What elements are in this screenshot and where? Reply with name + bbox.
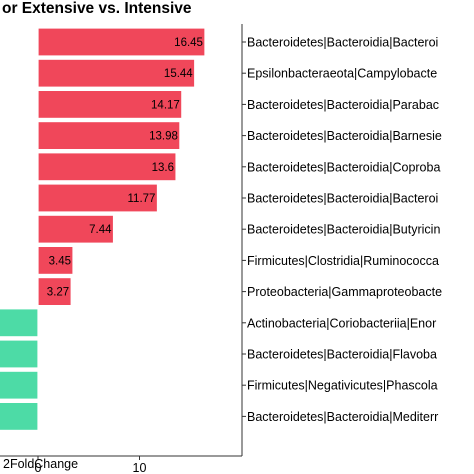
category-label-6: Bacteroidetes|Bacteroidia|Bacteroi [247, 192, 438, 206]
category-label-7: Bacteroidetes|Bacteroidia|Butyricin [247, 223, 440, 237]
category-label-5: Bacteroidetes|Bacteroidia|Coproba [247, 160, 440, 174]
category-label-9: Proteobacteria|Gammaproteobacte [247, 285, 442, 299]
bar-13 [0, 401, 39, 431]
bar-4 [37, 120, 181, 151]
category-label-3: Bacteroidetes|Bacteroidia|Parabac [247, 98, 439, 112]
x-axis-title: 2FoldChange [3, 457, 78, 471]
category-label-13: Bacteroidetes|Bacteroidia|Mediterr [247, 410, 438, 424]
x-tick-label-2: 10 [133, 461, 147, 474]
category-label-4: Bacteroidetes|Bacteroidia|Barnesie [247, 129, 442, 143]
bar-9 [37, 277, 72, 307]
category-label-12: Firmicutes|Negativicutes|Phascola [247, 379, 438, 393]
category-label-8: Firmicutes|Clostridia|Ruminococca [247, 254, 439, 268]
data-label-1: 16.45 [174, 37, 203, 49]
category-labels-group: Bacteroidetes|Bacteroidia|Bacteroi Epsilo… [247, 36, 442, 424]
bar-6 [37, 183, 159, 213]
axes-group: 0 10 [0, 24, 246, 474]
category-label-10: Actinobacteria|Coriobacteriia|Enor [247, 316, 436, 330]
bar-2 [37, 58, 196, 88]
bar-12 [0, 370, 39, 400]
bars-group [0, 27, 206, 431]
bar-8 [37, 245, 74, 275]
bar-7 [37, 214, 115, 244]
data-label-4: 13.98 [149, 131, 178, 143]
category-label-2: Epsilonbacteraeota|Campylobacte [247, 67, 437, 81]
data-label-5: 13.6 [152, 162, 174, 174]
category-label-11: Bacteroidetes|Bacteroidia|Flavoba [247, 348, 437, 362]
chart-title: or Extensive vs. Intensive [2, 0, 192, 17]
bar-11 [0, 339, 39, 369]
data-label-6: 11.77 [128, 193, 156, 205]
data-label-7: 7.44 [89, 224, 112, 236]
bar-3 [37, 89, 183, 120]
bar-1 [37, 27, 206, 57]
data-label-2: 15.44 [164, 68, 193, 80]
data-labels-group: 16.45 15.44 14.17 13.98 13.6 11.77 7.44 3.45 3.2… [47, 37, 203, 299]
data-label-8: 3.45 [49, 255, 71, 267]
category-label-1: Bacteroidetes|Bacteroidia|Bacteroi [247, 36, 438, 50]
data-label-9: 3.27 [47, 287, 69, 299]
bar-5 [37, 152, 177, 182]
bar-10 [0, 308, 39, 338]
data-label-3: 14.17 [151, 99, 180, 111]
x-tick-label-1: 0 [35, 461, 42, 474]
